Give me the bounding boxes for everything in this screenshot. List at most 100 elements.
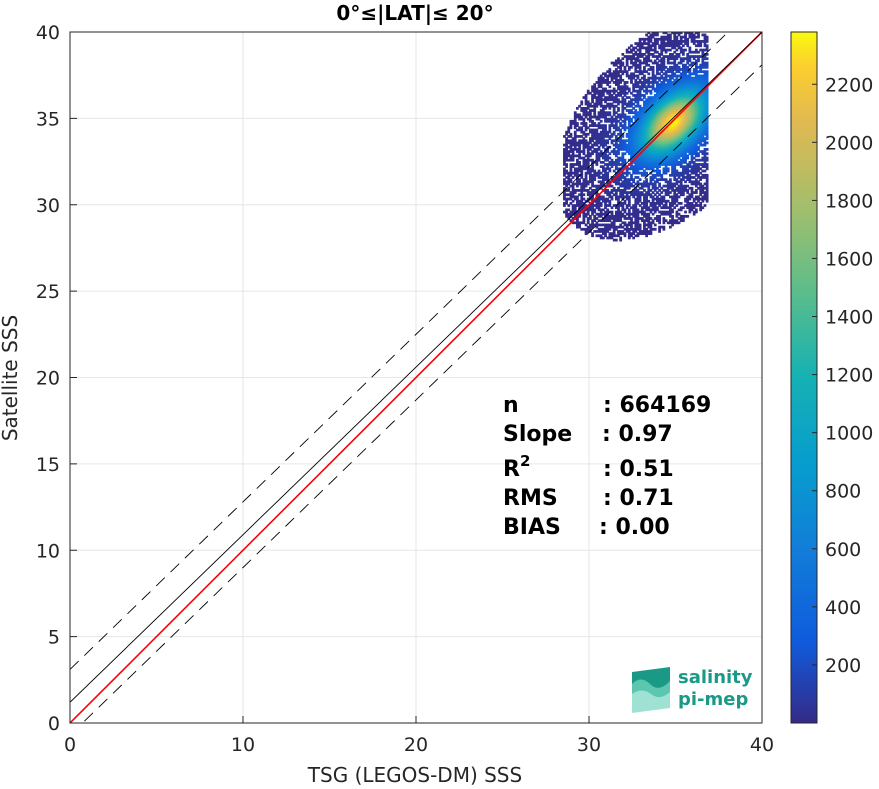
density-cell — [619, 212, 623, 216]
density-cell — [614, 195, 618, 199]
density-cell — [671, 137, 674, 140]
density-cell — [612, 227, 616, 231]
density-cell — [647, 37, 651, 41]
density-cell — [686, 109, 690, 112]
density-cell — [586, 158, 590, 162]
density-cell — [617, 145, 620, 149]
density-cell — [649, 227, 653, 231]
density-cell — [651, 135, 655, 138]
density-cell — [694, 76, 698, 80]
density-cell — [701, 165, 705, 169]
x-axis-label: TSG (LEGOS-DM) SSS — [307, 763, 522, 787]
density-cell — [597, 83, 601, 86]
density-cell — [617, 197, 620, 201]
density-cell — [573, 113, 577, 117]
density-cell — [705, 76, 709, 80]
density-cell — [580, 128, 584, 132]
density-cell — [604, 87, 607, 91]
density-cell — [649, 139, 653, 143]
density-cell — [643, 96, 646, 99]
density-cell — [645, 139, 648, 143]
density-cell — [569, 126, 573, 130]
density-cell — [630, 206, 633, 210]
density-cell — [595, 81, 599, 84]
density-cell — [671, 32, 674, 35]
density-cell — [705, 173, 709, 177]
density-cell — [651, 163, 655, 166]
density-cell — [645, 115, 648, 119]
density-cell — [656, 195, 659, 199]
density-cell — [627, 55, 631, 58]
density-cell — [656, 137, 659, 140]
density-cell — [679, 206, 683, 210]
density-cell — [694, 44, 698, 48]
density-cell — [697, 81, 700, 84]
density-cell — [669, 111, 672, 115]
density-cell — [595, 230, 599, 233]
colorbar-tick-label: 1400 — [825, 307, 873, 329]
density-cell — [673, 126, 677, 130]
density-cell — [621, 119, 625, 123]
density-cell — [632, 191, 636, 194]
density-cell — [669, 52, 672, 56]
density-cell — [619, 94, 623, 97]
density-cell — [651, 32, 655, 35]
density-cell — [690, 152, 694, 156]
density-cell — [563, 197, 566, 201]
density-cell — [627, 135, 631, 138]
density-cell — [664, 72, 668, 76]
density-cell — [608, 104, 612, 108]
density-cell — [686, 201, 690, 205]
density-cell — [599, 111, 603, 115]
density-cell — [675, 122, 679, 125]
density-cell — [666, 55, 670, 58]
density-cell — [606, 74, 610, 78]
density-cell — [567, 128, 571, 132]
density-cell — [612, 81, 616, 84]
density-cell — [643, 189, 646, 192]
density-cell — [621, 78, 625, 82]
density-cell — [621, 212, 625, 216]
density-cell — [703, 193, 707, 197]
density-cell — [601, 143, 605, 147]
density-cell — [632, 171, 636, 175]
density-cell — [645, 78, 648, 82]
density-cell — [569, 145, 573, 149]
density-cell — [610, 98, 614, 102]
density-cell — [677, 137, 681, 140]
density-cell — [658, 217, 661, 220]
density-cell — [638, 186, 642, 190]
density-cell — [591, 180, 594, 184]
density-cell — [705, 193, 709, 197]
density-cell — [653, 206, 657, 210]
density-cell — [627, 197, 631, 201]
density-cell — [640, 85, 644, 89]
density-cell — [671, 106, 674, 110]
density-cell — [580, 115, 584, 119]
density-cell — [632, 167, 636, 171]
density-cell — [673, 55, 677, 58]
density-cell — [684, 94, 687, 97]
density-cell — [701, 33, 705, 37]
density-cell — [701, 104, 705, 108]
density-cell — [694, 119, 698, 123]
density-cell — [608, 214, 612, 218]
density-cell — [651, 87, 655, 91]
density-cell — [688, 163, 692, 166]
density-cell — [645, 165, 648, 169]
density-cell — [669, 208, 672, 212]
density-cell — [688, 63, 692, 67]
density-cell — [599, 195, 603, 199]
density-cell — [656, 156, 659, 160]
density-cell — [606, 204, 610, 207]
density-cell — [619, 210, 623, 214]
density-cell — [647, 208, 651, 212]
density-cell — [573, 163, 577, 166]
density-cell — [576, 148, 579, 151]
density-cell — [671, 85, 674, 89]
density-cell — [699, 122, 703, 125]
density-cell — [679, 165, 683, 169]
density-cell — [584, 163, 588, 166]
density-cell — [630, 130, 633, 134]
density-cell — [595, 150, 599, 153]
